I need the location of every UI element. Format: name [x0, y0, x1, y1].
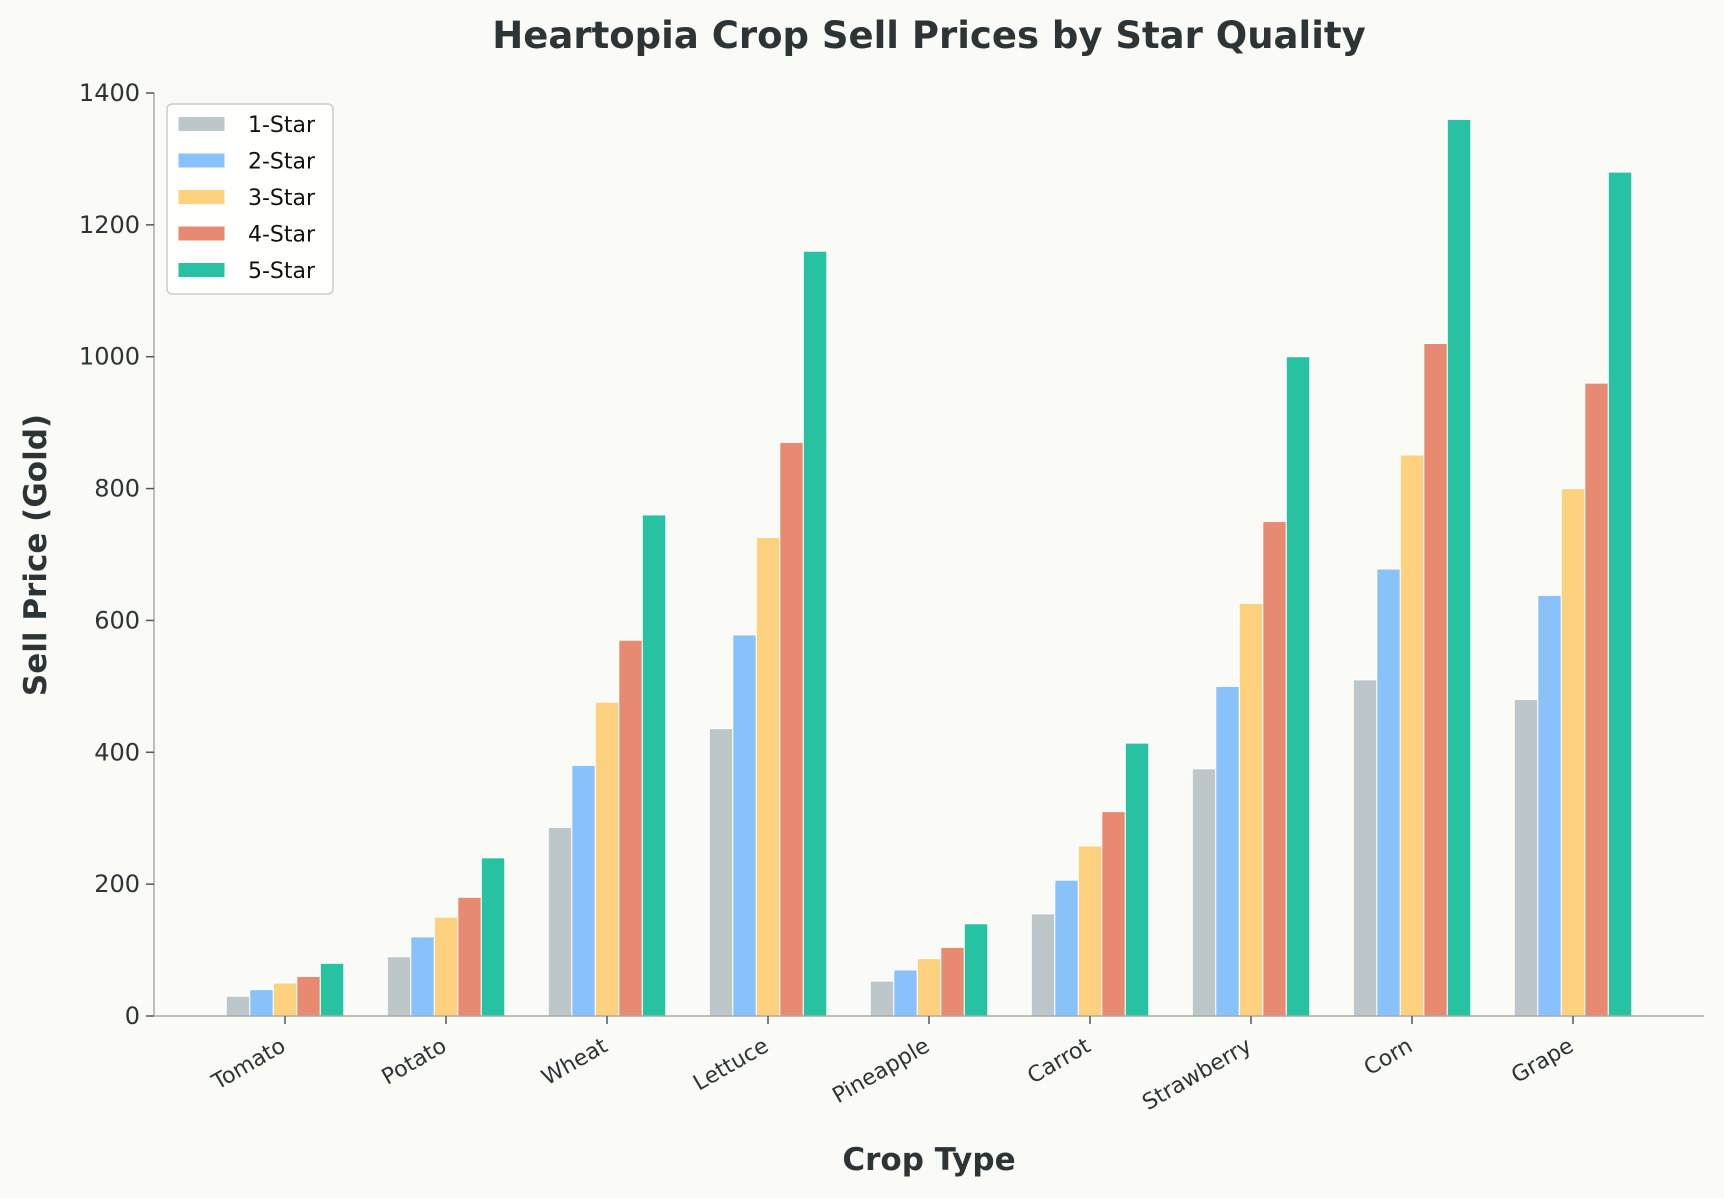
- legend-label-3-star: 3-Star: [248, 186, 316, 211]
- legend-swatch-4-star: [177, 225, 226, 242]
- bar-lettuce-1-star: [708, 728, 734, 1017]
- y-tick-label: 200: [94, 870, 140, 898]
- bar-grape-3-star: [1560, 488, 1586, 1017]
- x-tick-label-corn: Corn: [1360, 1034, 1417, 1081]
- bar-grape-2-star: [1537, 594, 1562, 1017]
- bar-lettuce-5-star: [802, 250, 828, 1017]
- bar-grape-4-star: [1584, 382, 1609, 1017]
- y-tick-label: 400: [94, 738, 140, 766]
- legend-box: [166, 103, 334, 295]
- y-tick-label: 1400: [79, 79, 140, 107]
- x-tick-label-tomato: Tomato: [207, 1034, 290, 1096]
- bar-corn-3-star: [1399, 454, 1425, 1017]
- y-tick-label: 800: [94, 475, 140, 503]
- bar-pineapple-5-star: [963, 923, 989, 1017]
- bar-strawberry-3-star: [1238, 602, 1264, 1017]
- bar-grape-1-star: [1513, 699, 1539, 1017]
- bar-corn-5-star: [1446, 118, 1472, 1017]
- y-tick-label: 0: [125, 1002, 140, 1030]
- bar-tomato-3-star: [272, 982, 298, 1017]
- legend-swatch-1-star: [177, 116, 226, 132]
- bar-tomato-2-star: [249, 989, 274, 1017]
- bar-potato-3-star: [433, 916, 459, 1017]
- legend-label-1-star: 1-Star: [248, 113, 316, 138]
- y-tick-label: 1200: [79, 211, 140, 239]
- x-tick-label-potato: Potato: [378, 1034, 451, 1091]
- y-tick-label: 1000: [79, 343, 140, 371]
- bar-carrot-4-star: [1101, 811, 1126, 1017]
- bar-lettuce-4-star: [779, 441, 804, 1017]
- bar-wheat-3-star: [594, 701, 620, 1017]
- y-tick-label: 600: [94, 606, 140, 634]
- bar-wheat-2-star: [571, 765, 596, 1017]
- x-tick-label-carrot: Carrot: [1023, 1033, 1095, 1089]
- x-tick-label-grape: Grape: [1507, 1034, 1578, 1089]
- bar-carrot-5-star: [1124, 742, 1150, 1017]
- bar-pineapple-1-star: [869, 980, 895, 1017]
- legend-label-4-star: 4-Star: [248, 223, 316, 248]
- x-tick-label-pineapple: Pineapple: [828, 1034, 934, 1109]
- y-axis-ticks: 0 200 400 600 800 1000 1200 1400: [79, 79, 154, 1030]
- bar-grape-5-star: [1607, 171, 1633, 1017]
- bar-strawberry-5-star: [1285, 356, 1311, 1017]
- bar-potato-2-star: [410, 936, 435, 1017]
- bar-potato-4-star: [457, 896, 482, 1017]
- legend-label-5-star: 5-Star: [248, 259, 316, 284]
- legend-swatch-2-star: [177, 152, 226, 169]
- bar-pineapple-2-star: [893, 969, 918, 1017]
- bar-carrot-2-star: [1054, 879, 1079, 1017]
- bar-strawberry-2-star: [1215, 685, 1240, 1017]
- y-axis-title: Sell Price (Gold): [18, 414, 54, 696]
- x-axis-title: Crop Type: [842, 1142, 1015, 1178]
- bar-wheat-5-star: [641, 514, 667, 1017]
- bar-potato-1-star: [386, 956, 412, 1017]
- bar-corn-2-star: [1376, 568, 1401, 1017]
- bar-tomato-1-star: [225, 995, 251, 1017]
- bar-corn-1-star: [1352, 679, 1378, 1017]
- bar-strawberry-1-star: [1191, 768, 1217, 1017]
- bar-carrot-1-star: [1030, 913, 1056, 1017]
- bar-tomato-4-star: [296, 975, 321, 1017]
- legend: 1-Star 2-Star 3-Star 4-Star 5-Star: [166, 103, 334, 295]
- bar-strawberry-4-star: [1262, 521, 1287, 1017]
- chart-title: Heartopia Crop Sell Prices by Star Quali…: [492, 14, 1365, 57]
- x-tick-label-strawberry: Strawberry: [1138, 1034, 1256, 1116]
- bar-wheat-4-star: [618, 639, 643, 1017]
- bars-group: [225, 118, 1633, 1017]
- x-axis-ticks: Tomato Potato Wheat Lettuce Pineapple Carrot S…: [207, 1016, 1578, 1116]
- bar-lettuce-3-star: [755, 536, 781, 1017]
- legend-swatch-3-star: [177, 189, 226, 205]
- bar-pineapple-3-star: [916, 958, 942, 1017]
- bar-tomato-5-star: [319, 962, 345, 1017]
- bar-pineapple-4-star: [940, 946, 965, 1017]
- bar-corn-4-star: [1423, 343, 1448, 1017]
- bar-wheat-1-star: [547, 826, 573, 1017]
- x-tick-label-lettuce: Lettuce: [689, 1034, 773, 1097]
- legend-label-2-star: 2-Star: [248, 150, 316, 175]
- legend-swatch-5-star: [177, 262, 226, 278]
- bar-potato-5-star: [480, 857, 506, 1017]
- bar-lettuce-2-star: [732, 634, 757, 1017]
- x-tick-label-wheat: Wheat: [538, 1033, 613, 1091]
- bar-carrot-3-star: [1077, 845, 1103, 1017]
